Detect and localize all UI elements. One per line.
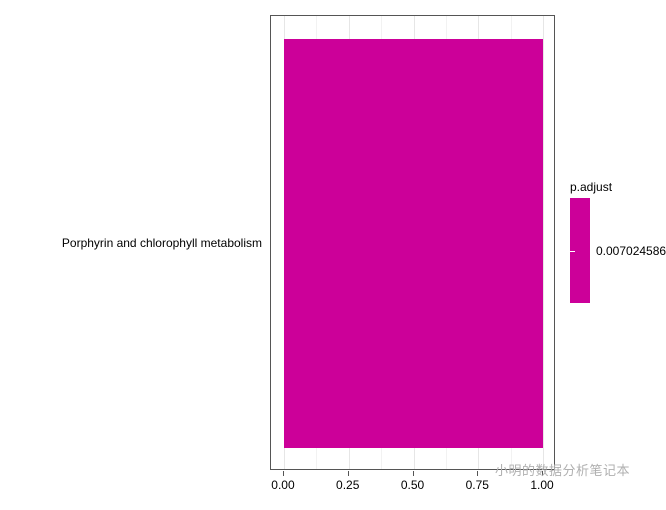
x-tick-label: 0.50 (401, 478, 424, 492)
y-category-label: Porphyrin and chlorophyll metabolism (0, 236, 262, 250)
x-tick-mark (283, 471, 284, 476)
x-tick-label: 1.00 (530, 478, 553, 492)
bar (284, 39, 543, 449)
x-tick-label: 0.75 (466, 478, 489, 492)
gridline-major (543, 16, 544, 469)
x-tick-mark (413, 471, 414, 476)
x-tick-mark (477, 471, 478, 476)
legend-tick-label: 0.007024586 (596, 244, 666, 258)
x-tick-label: 0.00 (271, 478, 294, 492)
legend-tick-mark (570, 251, 575, 252)
enrichment-barplot: Porphyrin and chlorophyll metabolism 0.0… (0, 0, 666, 510)
legend-colorbar: 0.007024586 (570, 198, 590, 303)
x-tick-mark (348, 471, 349, 476)
colorbar-legend: p.adjust 0.007024586 (570, 180, 612, 303)
watermark-text: 小明的数据分析笔记本 (495, 460, 630, 479)
plot-panel (270, 15, 555, 470)
x-tick-label: 0.25 (336, 478, 359, 492)
legend-title: p.adjust (570, 180, 612, 194)
